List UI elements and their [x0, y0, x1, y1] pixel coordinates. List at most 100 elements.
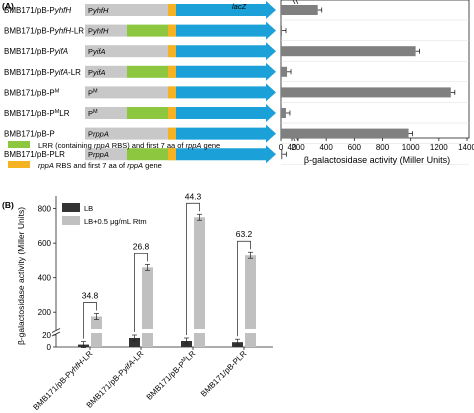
bar	[281, 149, 283, 160]
panel-b: (B) 0 20 200 400 600 800 β-galactosidase activi…	[2, 191, 273, 412]
construct-name: BMB171/pB-PyifA-LR	[4, 68, 81, 77]
bar	[281, 108, 286, 118]
legend-label: LRR (containing rppA RBS) and first 7 aa…	[38, 141, 220, 150]
bar-rtm	[194, 217, 205, 347]
rbs-box	[168, 86, 176, 99]
promoter-label: PyifA	[88, 47, 106, 56]
x-tick-label: 1400	[458, 143, 474, 152]
promoter-label: PyhfH	[88, 6, 109, 15]
x-tick-label: 40	[288, 143, 297, 152]
y-tick-label: 400	[38, 274, 52, 283]
legend-swatch	[8, 161, 30, 168]
y-tick-label: 600	[38, 239, 52, 248]
axis-break	[51, 328, 61, 333]
bar-break	[193, 329, 206, 333]
promoter-label: PyhfH	[88, 27, 109, 36]
panel-a: (A)BMB171/pB-PyhfH PyhfH lacZ BMB171/pB-Pyh…	[2, 0, 474, 170]
bar-break	[141, 329, 154, 333]
lacz-arrow	[176, 62, 276, 81]
gene-label: lacZ	[232, 2, 247, 11]
x-tick-label: 200	[291, 143, 305, 152]
x-tick-label: BMB171/pB-PLR	[199, 349, 249, 399]
lacz-arrow	[176, 21, 276, 40]
bar-lb	[129, 338, 140, 347]
spacer-box	[127, 45, 176, 58]
y-tick-label: 20	[42, 331, 51, 340]
lrr-box	[127, 65, 176, 78]
lrr-box	[127, 107, 176, 119]
bar	[281, 25, 282, 36]
lacz-arrow	[176, 145, 276, 164]
bar	[281, 128, 409, 139]
bar	[281, 87, 451, 98]
promoter-box	[85, 86, 127, 99]
x-tick-label: 0	[279, 143, 284, 152]
fold-bracket	[186, 202, 200, 335]
promoter-box	[85, 45, 127, 58]
x-tick-label: 800	[376, 143, 390, 152]
bar	[281, 46, 416, 57]
x-axis-label: β-galactosidase activity (Miller Units)	[304, 155, 450, 165]
construct-name: BMB171/pB-PyhfH	[4, 6, 71, 15]
bar	[281, 66, 288, 77]
construct-name: BMB171/pB-PyifA	[4, 47, 68, 56]
legend-label: LB	[84, 204, 93, 213]
promoter-label: PyifA	[88, 68, 106, 77]
legend-swatch	[62, 216, 80, 225]
fold-bracket	[83, 302, 97, 339]
bar-break	[244, 329, 257, 333]
plot-frame	[280, 0, 470, 139]
promoter-box	[85, 4, 127, 16]
fold-label: 44.3	[185, 191, 202, 201]
lacz-arrow	[176, 83, 276, 102]
axis-break	[295, 0, 299, 5]
promoter-box	[85, 65, 127, 78]
fold-bracket	[237, 240, 251, 337]
bar	[281, 5, 318, 15]
y-axis-label: β-galactosidase activity (Miller Units)	[16, 207, 26, 345]
bar-break	[90, 329, 103, 333]
legend-label: rppA RBS and first 7 aa of rppA gene	[38, 161, 162, 170]
legend-label: LB+0.5 μg/mL Rtm	[84, 217, 147, 226]
fold-bracket	[134, 252, 148, 332]
y-tick-label: 200	[38, 308, 52, 317]
promoter-label: PM	[88, 109, 98, 118]
x-tick-label: 400	[319, 143, 333, 152]
bar-rtm	[142, 267, 153, 347]
panel-a-label: (A)	[2, 1, 14, 11]
fold-label: 34.8	[82, 291, 99, 301]
rbs-box	[168, 4, 176, 16]
spacer-box	[127, 4, 176, 16]
lacz-arrow	[176, 124, 276, 143]
construct-name: BMB171/pB-PMLR	[4, 109, 70, 118]
promoter-label: PM	[88, 88, 98, 97]
promoter-label: PrppA	[88, 130, 109, 139]
rbs-box	[168, 65, 176, 78]
promoter-box	[85, 107, 127, 119]
legend-swatch	[8, 141, 30, 148]
construct-name: BMB171/pB-PyhfH-LR	[4, 27, 84, 36]
construct-name: BMB171/pB-PLR	[4, 150, 65, 159]
y-tick-label: 800	[38, 205, 52, 214]
bar-rtm	[245, 255, 256, 347]
promoter-label: PrppA	[88, 150, 109, 159]
x-tick-label: 1200	[430, 143, 448, 152]
lacz-arrow	[176, 104, 276, 122]
x-tick-label: BMB171/pB-PMLR	[145, 349, 198, 402]
fold-label: 26.8	[133, 241, 150, 251]
lrr-box	[127, 148, 176, 161]
construct-name: BMB171/pB-P	[4, 130, 55, 139]
lacz-arrow	[176, 1, 276, 19]
x-tick-label: BMB171/pB-PyifA-LR	[85, 349, 146, 410]
y-tick-label: 0	[47, 343, 52, 352]
rbs-box	[168, 148, 176, 161]
spacer-box	[127, 127, 176, 140]
fold-label: 63.2	[236, 229, 253, 239]
rbs-box	[168, 24, 176, 37]
promoter-box	[85, 24, 127, 37]
legend-swatch	[62, 203, 80, 212]
promoter-box	[85, 127, 127, 140]
rbs-box	[168, 127, 176, 140]
rbs-box	[168, 107, 176, 119]
